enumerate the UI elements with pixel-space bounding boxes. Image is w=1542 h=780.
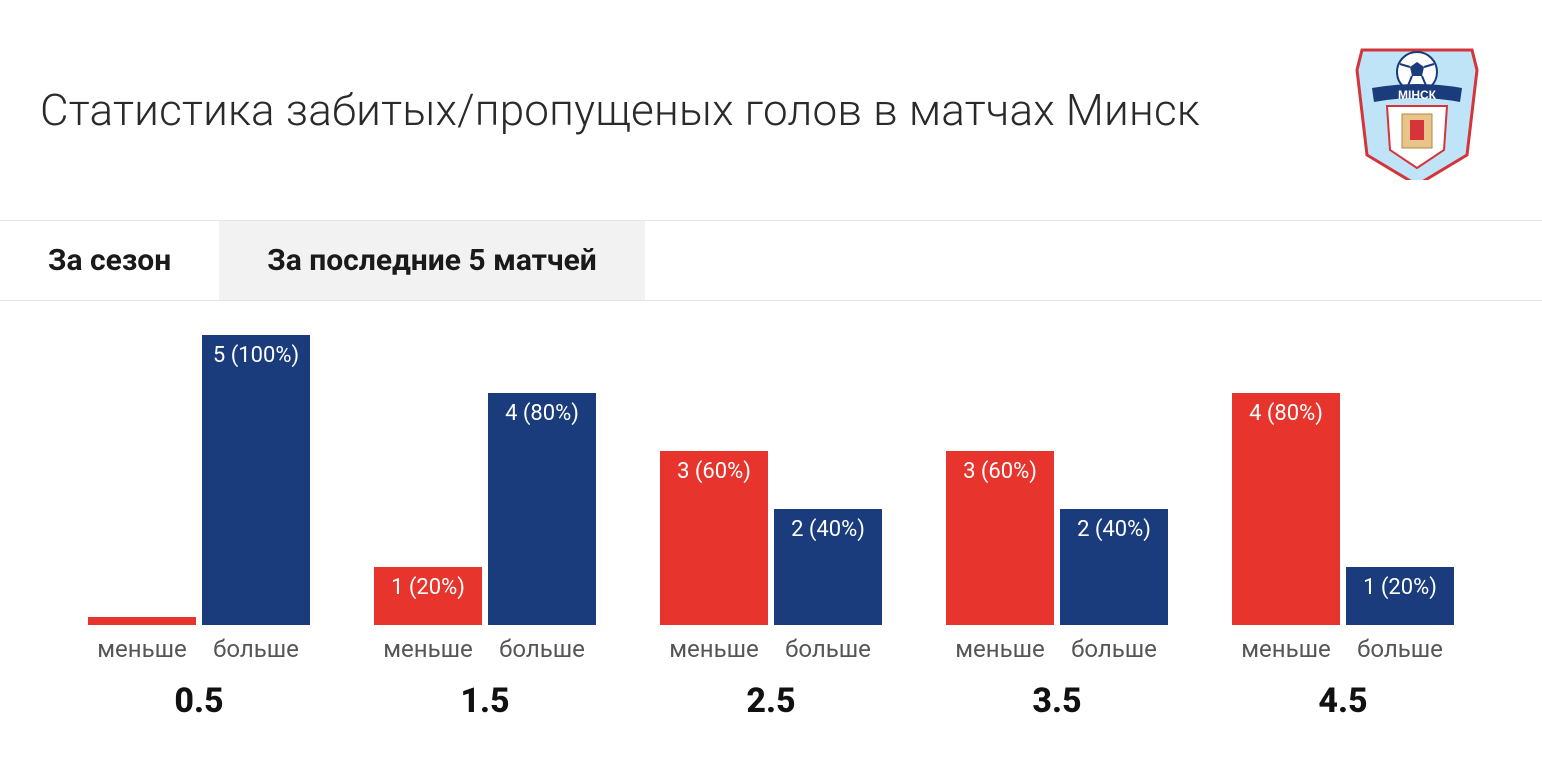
bar-value-label: 5 (100%)	[213, 343, 299, 368]
bar-wrap-less: 4 (80%) меньше	[1232, 393, 1340, 663]
bar-axis-label-less: меньше	[1241, 635, 1331, 663]
bar-wrap-less: меньше	[88, 617, 196, 663]
bar-axis-label-more: больше	[213, 635, 299, 663]
tab-last5[interactable]: За последние 5 матчей	[219, 221, 645, 300]
chart-group-bars: 3 (60%) меньше 2 (40%) больше	[656, 373, 886, 663]
page-title: Статистика забитых/пропущеных голов в ма…	[40, 84, 1200, 136]
chart-group-bars: 4 (80%) меньше 1 (20%) больше	[1228, 373, 1458, 663]
bar-wrap-more: 2 (40%) больше	[774, 509, 882, 663]
bar-axis-label-more: больше	[1357, 635, 1443, 663]
bar-axis-label-less: меньше	[97, 635, 187, 663]
bar-less: 3 (60%)	[946, 451, 1054, 625]
bar-value-label: 2 (40%)	[791, 517, 865, 542]
chart-group: 1 (20%) меньше 4 (80%) больше 1.5	[370, 373, 600, 721]
tabs: За сезон За последние 5 матчей	[0, 220, 1542, 301]
bar-value-label: 3 (60%)	[677, 459, 751, 484]
bar-wrap-less: 1 (20%) меньше	[374, 567, 482, 663]
bar-axis-label-less: меньше	[669, 635, 759, 663]
bar-more: 1 (20%)	[1346, 567, 1454, 625]
group-threshold-label: 4.5	[1318, 681, 1367, 721]
chart-group-bars: 1 (20%) меньше 4 (80%) больше	[370, 373, 600, 663]
chart-group: 3 (60%) меньше 2 (40%) больше 3.5	[942, 373, 1172, 721]
chart-group: 4 (80%) меньше 1 (20%) больше 4.5	[1228, 373, 1458, 721]
bar-wrap-more: 2 (40%) больше	[1060, 509, 1168, 663]
bar-more: 4 (80%)	[488, 393, 596, 625]
bar-wrap-more: 5 (100%) больше	[202, 335, 310, 663]
chart-group-bars: 3 (60%) меньше 2 (40%) больше	[942, 373, 1172, 663]
bar-wrap-more: 4 (80%) больше	[488, 393, 596, 663]
chart-group-bars: меньше5 (100%)больше	[84, 373, 314, 663]
header: Статистика забитых/пропущеных голов в ма…	[0, 0, 1542, 200]
bar-less: 1 (20%)	[374, 567, 482, 625]
bar-value-label: 1 (20%)	[391, 575, 465, 600]
group-threshold-label: 2.5	[746, 681, 795, 721]
group-threshold-label: 0.5	[174, 681, 223, 721]
svg-text:МІНСК: МІНСК	[1398, 88, 1437, 102]
bar-axis-label-more: больше	[499, 635, 585, 663]
bar-value-label: 3 (60%)	[963, 459, 1037, 484]
bar-wrap-less: 3 (60%) меньше	[946, 451, 1054, 663]
group-threshold-label: 3.5	[1032, 681, 1081, 721]
bar-less: 3 (60%)	[660, 451, 768, 625]
bar-axis-label-less: меньше	[383, 635, 473, 663]
bar-value-label: 1 (20%)	[1363, 575, 1437, 600]
bar-value-label: 4 (80%)	[1249, 401, 1323, 426]
tab-season[interactable]: За сезон	[0, 221, 219, 300]
chart-group: 3 (60%) меньше 2 (40%) больше 2.5	[656, 373, 886, 721]
bar-value-label: 2 (40%)	[1077, 517, 1151, 542]
group-threshold-label: 1.5	[460, 681, 509, 721]
bar-axis-label-more: больше	[785, 635, 871, 663]
bar-wrap-more: 1 (20%) больше	[1346, 567, 1454, 663]
bar-more: 2 (40%)	[1060, 509, 1168, 625]
bar-less: 4 (80%)	[1232, 393, 1340, 625]
bar-value-label: 4 (80%)	[505, 401, 579, 426]
bar-more: 5 (100%)	[202, 335, 310, 625]
team-logo: МІНСК	[1352, 40, 1482, 180]
goals-chart: меньше5 (100%)больше0.51 (20%)меньше4 (8…	[0, 301, 1542, 721]
bar-wrap-less: 3 (60%) меньше	[660, 451, 768, 663]
chart-group: меньше5 (100%)больше 0.5	[84, 373, 314, 721]
bar-axis-label-less: меньше	[955, 635, 1045, 663]
bar-axis-label-more: больше	[1071, 635, 1157, 663]
bar-less	[88, 617, 196, 625]
bar-more: 2 (40%)	[774, 509, 882, 625]
